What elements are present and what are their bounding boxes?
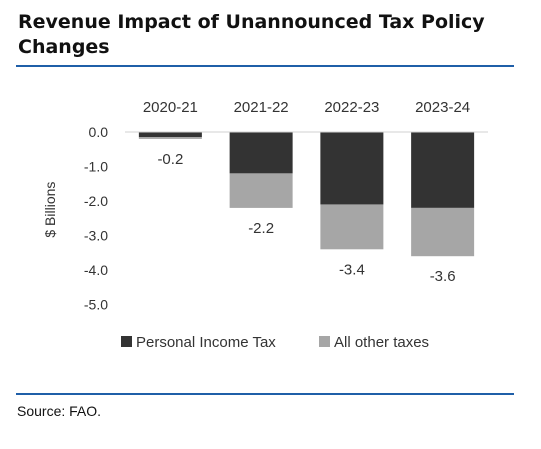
y-axis-title: $ Billions (42, 182, 58, 238)
y-tick-label: -2.0 (84, 193, 108, 209)
legend-label-all-other-taxes: All other taxes (334, 334, 429, 351)
bar-personal-income-tax (320, 132, 384, 205)
y-tick-label: -3.0 (84, 228, 108, 244)
x-tick-label: 2023-24 (415, 99, 470, 116)
legend-swatch-all-other-taxes (319, 336, 330, 347)
data-label-total: -3.4 (339, 261, 365, 278)
title-divider (16, 65, 514, 67)
data-label-total: -3.6 (430, 268, 456, 285)
source-note: Source: FAO. (17, 403, 102, 419)
y-tick-label: -1.0 (84, 159, 108, 175)
x-tick-label: 2021-22 (234, 99, 289, 116)
x-tick-label: 2020-21 (143, 99, 198, 116)
bar-all-other-taxes (320, 204, 384, 250)
data-label-total: -2.2 (248, 220, 274, 237)
data-label-total: -0.2 (157, 151, 183, 168)
x-tick-label: 2022-23 (324, 99, 379, 116)
bar-all-other-taxes (138, 137, 202, 139)
y-tick-label: 0.0 (89, 124, 109, 140)
bar-personal-income-tax (138, 132, 202, 138)
bar-all-other-taxes (229, 173, 293, 208)
bar-personal-income-tax (411, 132, 475, 208)
legend-swatch-personal-income-tax (121, 336, 132, 347)
legend-label-personal-income-tax: Personal Income Tax (136, 334, 276, 351)
chart-title: Revenue Impact of Unannounced Tax Policy… (18, 11, 485, 58)
y-tick-label: -4.0 (84, 262, 108, 278)
source-divider (16, 393, 514, 395)
bar-personal-income-tax (229, 132, 293, 174)
y-tick-label: -5.0 (84, 297, 108, 313)
bar-all-other-taxes (411, 207, 475, 257)
